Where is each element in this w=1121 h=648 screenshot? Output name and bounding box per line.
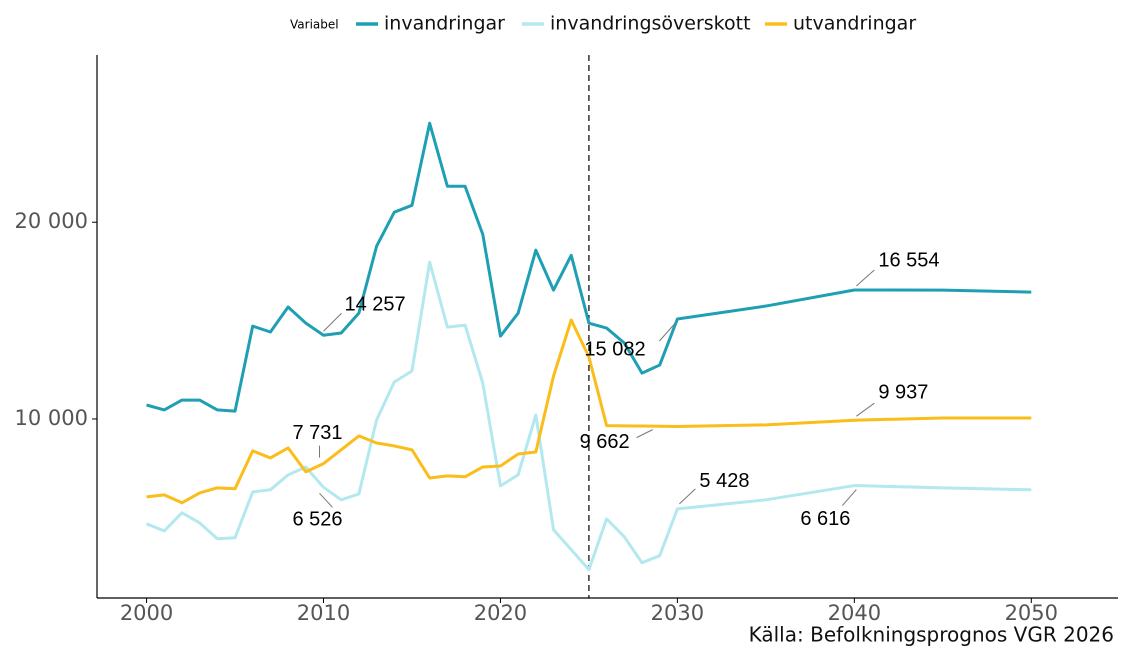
- x-tick-label: 2010: [297, 601, 350, 625]
- annotation-label: 9 662: [580, 431, 630, 453]
- caption: Källa: Befolkningsprognos VGR 2026: [749, 623, 1114, 647]
- line-series: [146, 121, 1032, 413]
- line-series: [146, 318, 1032, 505]
- annotation-leader: [636, 429, 653, 439]
- x-tick-label: 2020: [474, 601, 527, 625]
- line-series: [145, 260, 1032, 572]
- annotation-label: 16 554: [878, 249, 939, 271]
- x-tick-label: 2050: [1005, 601, 1058, 625]
- annotation-leader: [679, 488, 696, 505]
- annotation-label: 7 731: [292, 422, 342, 444]
- x-tick-label: 2000: [120, 601, 173, 625]
- annotation-label: 15 082: [584, 338, 645, 360]
- legend-title: Variabel: [290, 18, 339, 32]
- annotation-leader: [659, 322, 676, 342]
- annotation-label: 9 937: [878, 381, 928, 403]
- annotation-leader: [323, 312, 342, 332]
- annotation-leader: [856, 402, 875, 417]
- annotation-leader: [841, 489, 857, 506]
- legend-label: invandringar: [384, 13, 505, 35]
- x-tick-label: 2040: [828, 601, 881, 625]
- annotation-leader: [856, 269, 875, 287]
- x-tick-label: 2030: [651, 601, 704, 625]
- legend-label: invandringsöverskott: [550, 13, 751, 35]
- annotation-leader: [319, 492, 333, 508]
- annotation-label: 6 526: [292, 509, 342, 531]
- annotation-label: 5 428: [699, 470, 749, 492]
- legend-label: utvandringar: [793, 13, 916, 35]
- y-tick-label: 20 000: [15, 209, 88, 233]
- annotation-label: 6 616: [800, 508, 850, 530]
- annotation-label: 14 257: [344, 293, 405, 315]
- y-tick-label: 10 000: [15, 406, 88, 430]
